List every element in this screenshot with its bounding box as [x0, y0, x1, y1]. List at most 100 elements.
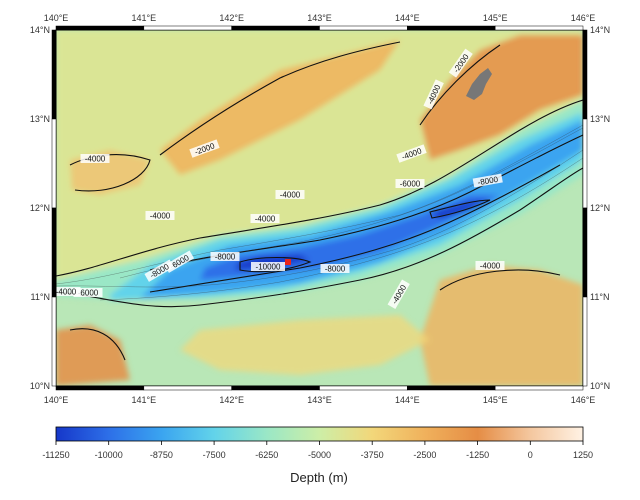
- left-latitude-label: 11°N: [31, 292, 50, 302]
- contour-label: -4000: [145, 211, 175, 221]
- right-latitude-label: 11°N: [590, 292, 609, 302]
- frame-band-bottom: [407, 385, 496, 391]
- contour-label-bg: [448, 48, 473, 78]
- contour-label-bg: [251, 262, 285, 271]
- colorbar-tick-label: -8750: [150, 450, 173, 460]
- frame-band-top: [494, 25, 584, 31]
- frame-band-left: [51, 296, 57, 387]
- contour-label: -4000: [51, 287, 81, 297]
- contour-label-bg: [395, 179, 425, 188]
- bottom-longitude-label: 145°E: [483, 395, 508, 405]
- contour-label: -8000: [472, 173, 503, 188]
- contour-label: -6000: [73, 288, 103, 298]
- frame-band-right: [582, 118, 588, 209]
- frame-band-left: [51, 118, 57, 209]
- contour-label-text: -8000: [215, 253, 236, 262]
- contour-label-bg: [275, 190, 305, 199]
- contour-label-bg: [189, 139, 220, 158]
- bottom-longitude-label: 142°E: [219, 395, 244, 405]
- contour-label: -6000: [395, 179, 425, 189]
- contour-label-bg: [423, 79, 444, 110]
- colorbar-ticks: -11250 -10000 -8750 -7500 -6250 -5000 -3750 -25…: [42, 441, 593, 460]
- frame-band-bottom: [319, 385, 408, 391]
- colorbar-tick-label: -1250: [466, 450, 489, 460]
- colorbar-tick-label: -7500: [203, 450, 226, 460]
- contour-label-bg: [320, 264, 350, 273]
- colorbar-bar: [55, 426, 584, 442]
- trench-slope: [56, 100, 583, 300]
- contour-label-text: -10000: [256, 263, 281, 272]
- contour-label-text: -4000: [255, 215, 276, 224]
- arc-high: [420, 35, 583, 160]
- contour-label-text: -4000: [480, 262, 501, 271]
- bottom-longitude-label: 141°E: [132, 395, 157, 405]
- top-longitude-label: 142°E: [219, 13, 244, 23]
- contour-label-bg: [396, 144, 427, 163]
- bottom-longitude-label: 144°E: [395, 395, 420, 405]
- contour-label-text: -6000: [400, 180, 421, 189]
- contour-label: -4000: [275, 190, 305, 200]
- left-latitude-label: 14°N: [30, 25, 50, 35]
- colorbar-tick-label: 1250: [573, 450, 593, 460]
- colorbar-tick-label: -6250: [255, 450, 278, 460]
- colorbar-tick-label: 0: [528, 450, 533, 460]
- contour-label-bg: [51, 287, 81, 296]
- right-latitude-label: 13°N: [590, 114, 610, 124]
- contour-label-text: -4000: [85, 155, 106, 164]
- colorbar-tick-label: -5000: [308, 450, 331, 460]
- top-longitude-label: 145°E: [483, 13, 508, 23]
- contour-label: -4000: [475, 261, 505, 271]
- contour-label: -8000: [320, 264, 350, 274]
- contour-label-bg: [210, 252, 240, 261]
- frame-band-right: [582, 296, 588, 387]
- bottom-longitude-label: 146°E: [571, 395, 596, 405]
- southern-plateau: [180, 315, 430, 375]
- contour-label-bg: [250, 214, 280, 223]
- colorbar-tick-label: -2500: [413, 450, 436, 460]
- right-latitude-label: 10°N: [590, 381, 610, 391]
- contour-label-bg: [145, 211, 175, 220]
- colorbar-title: Depth (m): [290, 470, 348, 485]
- top-longitude-label: 144°E: [395, 13, 420, 23]
- contour-label-text: -4000: [56, 288, 77, 297]
- bottom-longitude-label: 143°E: [307, 395, 332, 405]
- frame-ticks: [51, 25, 588, 391]
- contour-label-text: -8000: [325, 265, 346, 274]
- frame-band-right: [582, 207, 588, 298]
- left-latitude-label: 10°N: [30, 381, 50, 391]
- bathymetry-field: [56, 30, 583, 386]
- colorbar-tick-label: -10000: [95, 450, 123, 460]
- contour-label-bg: [387, 279, 410, 310]
- frame-band-left: [51, 207, 57, 298]
- contour-label-bg: [73, 288, 103, 297]
- contour-label-bg: [475, 261, 505, 270]
- frame-band-left: [51, 29, 57, 120]
- contour-label-text: -6000: [78, 289, 99, 298]
- colorbar-tick-label: -3750: [361, 450, 384, 460]
- frame-band-bottom: [494, 385, 584, 391]
- trench-deep: [140, 120, 583, 298]
- contour-label-bg: [80, 154, 110, 163]
- frame-band-top: [319, 25, 408, 31]
- frame-band-top: [407, 25, 496, 31]
- colorbar-tick-label: -11250: [42, 450, 69, 460]
- deepest-point-square: [285, 259, 291, 265]
- contour-lines: [56, 41, 583, 361]
- southeast-high: [420, 265, 583, 386]
- contour-label-bg: [144, 259, 175, 282]
- contour-label-bg: [472, 173, 503, 188]
- bottom-longitude-label: 140°E: [44, 395, 69, 405]
- left-latitude-label: 13°N: [30, 114, 50, 124]
- contour-label-text: -8000: [477, 175, 499, 188]
- top-longitude-label: 140°E: [44, 13, 69, 23]
- top-longitude-label: 141°E: [132, 13, 157, 23]
- frame-band-top: [143, 25, 232, 31]
- frame-band-top: [55, 25, 145, 31]
- contour-label: -4000: [250, 214, 280, 224]
- contour-label-text: -4000: [280, 191, 301, 200]
- frame-band-right: [582, 29, 588, 120]
- coordinate-labels: 140°E 141°E 142°E 143°E 144°E 145°E 146°E 140°E…: [30, 13, 610, 405]
- contour-label-text: -4000: [150, 212, 171, 221]
- top-longitude-label: 143°E: [307, 13, 332, 23]
